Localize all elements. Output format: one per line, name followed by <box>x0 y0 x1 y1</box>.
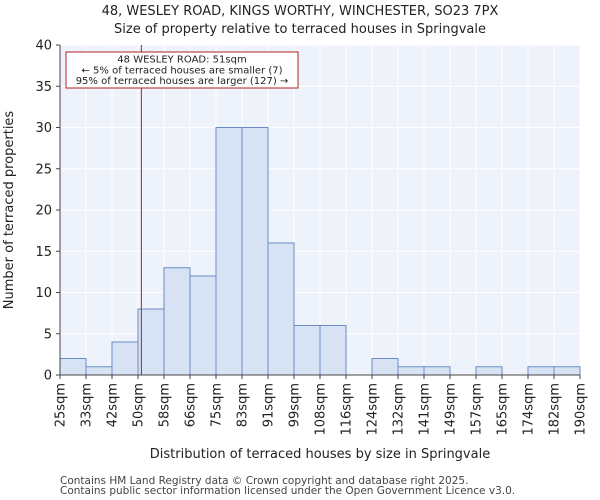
x-tick-label: 75sqm <box>210 383 225 427</box>
histogram-bar <box>241 127 269 376</box>
footer-licence: Contains public sector information licen… <box>60 485 516 497</box>
footer-copyright: Contains HM Land Registry data © Crown c… <box>60 475 469 487</box>
y-axis-label: Number of terraced properties <box>2 111 17 310</box>
x-tick-label: 124sqm <box>366 383 381 436</box>
x-tick-label: 190sqm <box>574 383 589 436</box>
histogram-bar <box>267 242 295 376</box>
x-tick-label: 165sqm <box>496 383 511 436</box>
property-annotation: 48 WESLEY ROAD: 51sqm ← 5% of terraced h… <box>65 51 299 89</box>
x-tick-label: 99sqm <box>288 383 303 427</box>
histogram-bar <box>85 366 113 376</box>
histogram-bar <box>319 325 347 376</box>
histogram-bar <box>527 366 555 376</box>
x-tick-label: 108sqm <box>314 383 329 436</box>
histogram-bar <box>59 358 87 376</box>
x-tick-label: 91sqm <box>262 383 277 427</box>
histogram-bar <box>553 366 581 376</box>
axes: 0 5 10 15 20 25 30 35 40 25sqm 33sqm 42sqm 50sqm 58sq… <box>35 39 588 436</box>
histogram-bar <box>397 366 425 376</box>
y-tick-label: 30 <box>35 121 52 136</box>
y-tick-label: 25 <box>35 162 52 177</box>
x-axis-label: Distribution of terraced houses by size … <box>150 447 490 462</box>
y-tick-label: 35 <box>35 80 52 95</box>
histogram-bar <box>215 127 243 376</box>
y-tick-label: 20 <box>35 204 52 219</box>
y-tick-label: 0 <box>44 369 52 384</box>
bars <box>59 127 581 376</box>
x-tick-label: 42sqm <box>106 383 121 427</box>
x-tick-label: 182sqm <box>548 383 563 436</box>
x-tick-label: 157sqm <box>470 383 485 436</box>
histogram-bar <box>137 308 165 376</box>
y-tick-label: 15 <box>35 245 52 260</box>
x-tick-label: 141sqm <box>418 383 433 436</box>
chart-title: Size of property relative to terraced ho… <box>114 22 486 37</box>
x-tick-label: 116sqm <box>340 383 355 436</box>
y-tick-label: 10 <box>35 286 52 301</box>
x-tick-label: 58sqm <box>158 383 173 427</box>
annotation-box <box>65 51 299 89</box>
histogram-bar <box>423 366 451 376</box>
histogram-bar <box>163 267 191 376</box>
x-tick-label: 132sqm <box>392 383 407 436</box>
x-tick-label: 83sqm <box>236 383 251 427</box>
x-tick-label: 174sqm <box>522 383 537 436</box>
y-tick-label: 5 <box>44 327 52 342</box>
histogram-bar <box>111 341 139 376</box>
y-tick-label: 40 <box>35 39 52 54</box>
annotation-line-1: 48 WESLEY ROAD: 51sqm <box>117 55 246 66</box>
x-tick-label: 25sqm <box>54 383 69 427</box>
chart-title-address: 48, WESLEY ROAD, KINGS WORTHY, WINCHESTE… <box>101 4 499 19</box>
x-tick-label: 50sqm <box>132 383 147 427</box>
x-tick-label: 149sqm <box>444 383 459 436</box>
histogram-bar <box>293 325 321 376</box>
x-tick-label: 66sqm <box>184 383 199 427</box>
histogram-bar <box>475 366 503 376</box>
histogram-bar <box>371 358 399 376</box>
annotation-line-2: ← 5% of terraced houses are smaller (7) <box>82 66 283 77</box>
x-tick-label: 33sqm <box>80 383 95 427</box>
histogram-bar <box>189 275 217 376</box>
annotation-line-3: 95% of terraced houses are larger (127) … <box>76 76 289 87</box>
